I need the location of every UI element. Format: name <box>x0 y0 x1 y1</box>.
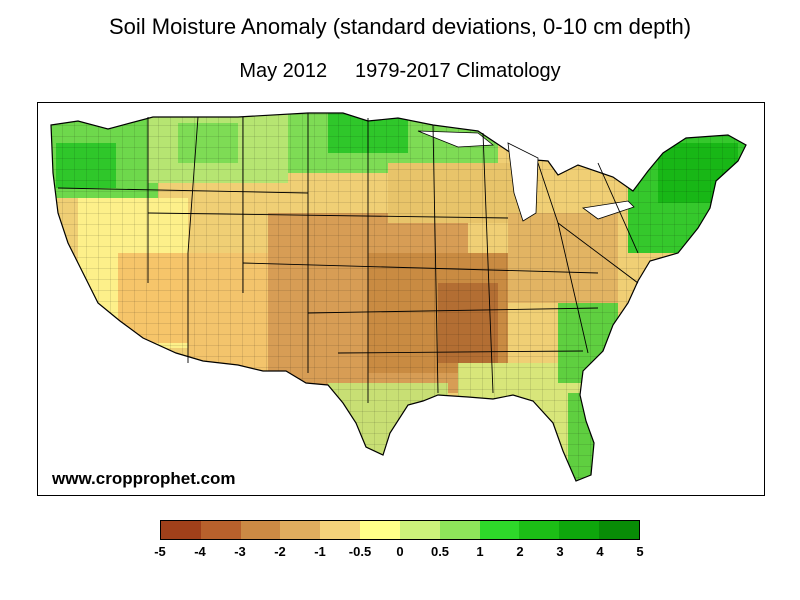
legend-tick-label: 3 <box>556 544 564 559</box>
legend-swatch <box>200 521 241 539</box>
state-borders <box>57 113 639 403</box>
legend-swatch <box>519 521 560 539</box>
legend-tick-label: -0.5 <box>348 544 372 559</box>
lake-erie <box>581 200 635 220</box>
legend-tick-label: 0 <box>396 544 404 559</box>
legend-tick-label: -1 <box>314 544 326 559</box>
legend-tick-label: 0.5 <box>430 544 450 559</box>
lake-superior <box>417 130 495 148</box>
legend-swatch <box>320 521 361 539</box>
watermark-url[interactable]: www.cropprophet.com <box>52 469 236 488</box>
legend-swatch <box>599 521 639 539</box>
map-panel <box>37 102 765 496</box>
legend-tick-label: -2 <box>274 544 286 559</box>
legend-swatch <box>161 521 201 539</box>
legend-tick-label: 2 <box>516 544 524 559</box>
legend-swatch <box>559 521 600 539</box>
legend-tick-label: 1 <box>476 544 484 559</box>
legend-swatch <box>280 521 321 539</box>
climatology-label: 1979-2017 Climatology <box>354 60 561 82</box>
subtitle-gap <box>327 60 355 82</box>
map-title: Soil Moisture Anomaly (standard deviatio… <box>108 14 692 39</box>
legend-color-bar <box>160 520 640 540</box>
period-label: May 2012 <box>239 60 328 82</box>
legend-swatch <box>360 521 400 539</box>
lake-michigan <box>507 142 539 222</box>
legend-tick-label: 5 <box>636 544 644 559</box>
legend-tick-label: -4 <box>194 544 206 559</box>
legend-swatch <box>439 521 480 539</box>
legend-tick-label: -5 <box>154 544 166 559</box>
us-map <box>50 112 747 482</box>
legend-swatch <box>479 521 520 539</box>
legend-swatch <box>240 521 281 539</box>
legend-tick-label: -3 <box>234 544 246 559</box>
map-subtitle: May 2012 1979-2017 Climatology <box>0 60 800 83</box>
legend-tick-label: 4 <box>596 544 604 559</box>
legend-swatch <box>399 521 440 539</box>
